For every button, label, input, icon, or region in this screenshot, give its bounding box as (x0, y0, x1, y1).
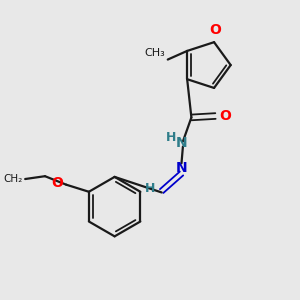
Text: O: O (51, 176, 63, 190)
Text: H: H (145, 182, 155, 195)
Text: H: H (166, 131, 176, 144)
Text: N: N (176, 161, 188, 176)
Text: CH₂: CH₂ (4, 174, 23, 184)
Text: O: O (209, 23, 221, 37)
Text: N: N (176, 136, 187, 150)
Text: CH₃: CH₃ (145, 48, 166, 58)
Text: O: O (220, 109, 232, 123)
